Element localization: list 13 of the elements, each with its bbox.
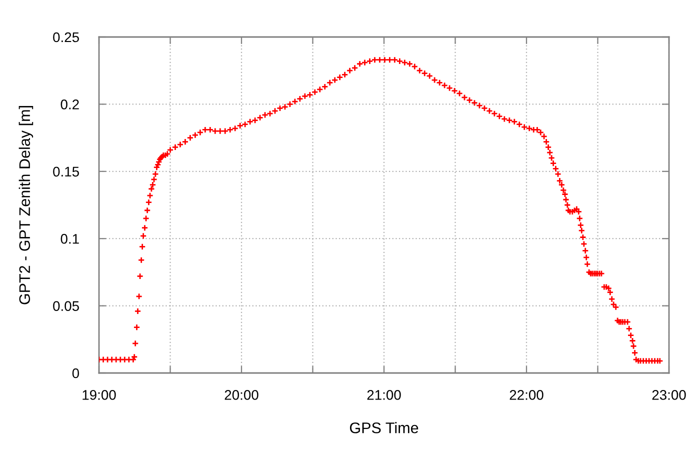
x-tick-label: 21:00	[367, 390, 401, 400]
x-tick-label: 19:00	[82, 390, 116, 400]
y-tick-label: 0	[72, 368, 80, 378]
y-tick-label: 0.2	[60, 100, 79, 110]
y-tick-label: 0.1	[60, 234, 79, 244]
x-axis-title: GPS Time	[350, 422, 418, 434]
x-tick-label: 20:00	[224, 390, 258, 400]
x-tick-label: 23:00	[652, 390, 686, 400]
y-axis-title: GPT2 - GPT Zenith Delay [m]	[18, 106, 34, 304]
y-tick-label: 0.15	[53, 166, 79, 177]
x-tick-label: 22:00	[510, 390, 544, 400]
y-tick-label: 0.25	[53, 32, 79, 42]
y-tick-label: 0.05	[53, 301, 79, 311]
